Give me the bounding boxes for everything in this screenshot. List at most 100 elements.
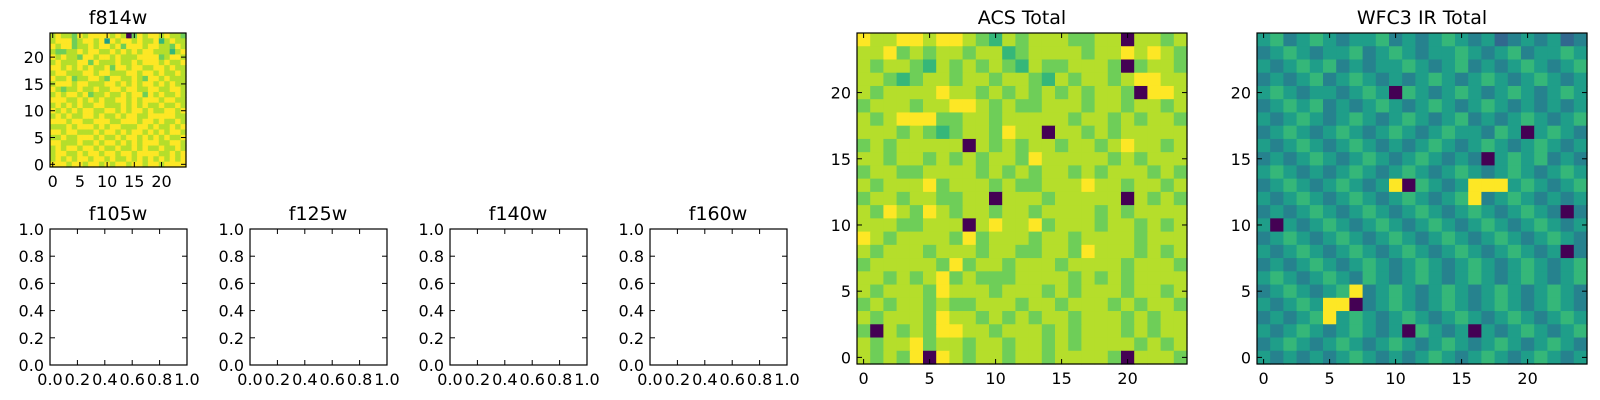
heatmap-cell	[1402, 350, 1416, 365]
heatmap-cell	[115, 145, 122, 152]
heatmap-cell	[1494, 152, 1509, 166]
heatmap-cell	[131, 129, 138, 136]
heatmap-cell	[1441, 244, 1456, 259]
heatmap-cell	[909, 205, 924, 219]
heatmap-cell	[158, 124, 165, 131]
heatmap-cell	[1121, 284, 1135, 299]
heatmap-cell	[77, 38, 84, 45]
heatmap-cell	[909, 218, 924, 233]
heatmap-cell	[1283, 205, 1298, 219]
heatmap-cell	[1041, 205, 1056, 219]
heatmap-cell	[164, 108, 171, 114]
heatmap-cell	[1375, 85, 1390, 100]
x-tick-label: 5	[75, 172, 85, 191]
heatmap-cell	[1455, 337, 1469, 352]
heatmap-cell	[1015, 271, 1030, 286]
heatmap-cell	[883, 46, 898, 61]
heatmap-cell	[1389, 112, 1403, 127]
heatmap-cell	[1028, 191, 1043, 206]
x-tick-label: 0	[859, 369, 869, 388]
heatmap-cell	[962, 46, 977, 61]
heatmap-cell	[1081, 165, 1096, 180]
heatmap-cell	[93, 150, 100, 157]
heatmap-cell	[77, 65, 84, 72]
heatmap-cell	[1134, 297, 1148, 312]
heatmap-cell	[175, 59, 182, 66]
heatmap-cell	[1081, 218, 1096, 233]
heatmap-cell	[1573, 125, 1588, 140]
heatmap-cell	[93, 145, 100, 152]
heatmap-cell	[77, 97, 84, 104]
heatmap-cell	[1270, 99, 1284, 114]
heatmap-cell	[93, 54, 100, 61]
heatmap-cell	[137, 161, 144, 168]
heatmap-cell	[1362, 350, 1377, 365]
heatmap-cell	[1323, 324, 1337, 339]
heatmap-cell	[1015, 231, 1030, 246]
heatmap-cell	[1560, 284, 1575, 299]
heatmap-cell	[1560, 271, 1575, 286]
heatmap-cell	[1147, 178, 1162, 193]
heatmap-cell	[55, 59, 62, 66]
heatmap-cell	[1362, 337, 1377, 352]
heatmap-cell	[109, 81, 116, 88]
heatmap-cell	[896, 46, 911, 61]
heatmap-cell	[1455, 350, 1469, 365]
heatmap-cell	[104, 145, 111, 152]
heatmap-cell	[98, 161, 105, 168]
heatmap-cell	[1323, 178, 1337, 193]
heatmap-cell	[857, 165, 871, 180]
heatmap-cell	[88, 54, 95, 61]
y-tick-label: 0	[1241, 348, 1251, 367]
heatmap-cell	[55, 97, 62, 104]
heatmap-cell	[1547, 231, 1562, 246]
heatmap-cell	[1415, 297, 1430, 312]
heatmap-cell	[1389, 244, 1403, 259]
heatmap-cell	[1415, 218, 1430, 233]
heatmap-cell	[71, 150, 78, 157]
heatmap-cell	[164, 33, 171, 39]
heatmap-cell	[126, 86, 133, 93]
heatmap-cell	[142, 129, 149, 136]
heatmap-cell	[962, 205, 977, 219]
heatmap-cell	[1349, 244, 1364, 259]
heatmap-cell	[142, 118, 149, 125]
heatmap-cell	[1389, 218, 1403, 233]
heatmap-cell	[126, 134, 133, 141]
heatmap-cell	[923, 284, 937, 299]
heatmap-cell	[909, 72, 924, 87]
heatmap-cell	[98, 54, 105, 61]
heatmap-cell	[71, 59, 78, 66]
heatmap-cell	[1573, 59, 1588, 74]
heatmap-cell	[60, 75, 67, 82]
heatmap-cell	[1002, 244, 1016, 259]
heatmap-cell	[88, 134, 95, 141]
heatmap-cell	[169, 113, 176, 120]
heatmap-cell	[169, 102, 176, 109]
heatmap-cell	[1283, 191, 1298, 206]
heatmap-cell	[1094, 72, 1109, 87]
heatmap-cell	[1428, 72, 1443, 87]
heatmap-cell	[1068, 138, 1082, 153]
heatmap-cell	[1415, 231, 1430, 246]
heatmap-cell	[137, 54, 144, 61]
heatmap-cell	[896, 271, 911, 286]
heatmap-cell	[975, 337, 990, 352]
y-tick-label: 0.6	[419, 274, 444, 293]
heatmap-cell	[1107, 324, 1122, 339]
heatmap-cell	[131, 113, 138, 120]
heatmap-cell	[98, 150, 105, 157]
heatmap-cell	[93, 91, 100, 98]
heatmap-cell	[883, 205, 898, 219]
heatmap-cell	[1375, 231, 1390, 246]
heatmap-cell	[1468, 191, 1482, 206]
heatmap-cell	[1094, 33, 1109, 47]
heatmap-cell	[147, 140, 154, 147]
heatmap-cell	[1389, 152, 1403, 166]
heatmap-cell	[77, 145, 84, 152]
heatmap-cell	[1415, 191, 1430, 206]
heatmap-cell	[962, 218, 977, 233]
heatmap-cell	[1309, 72, 1324, 87]
heatmap-cell	[142, 49, 149, 56]
heatmap-cell	[1389, 165, 1403, 180]
